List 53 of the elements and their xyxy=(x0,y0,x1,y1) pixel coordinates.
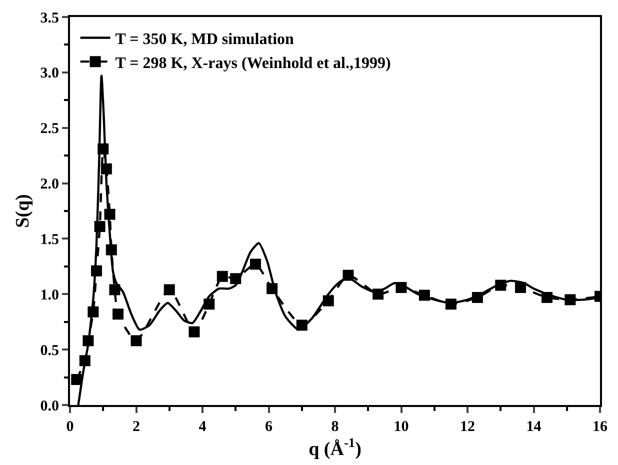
x-tick-label: 6 xyxy=(265,419,273,435)
point xyxy=(109,284,120,296)
x-tick-label: 0 xyxy=(66,419,74,435)
x-tick-label: 10 xyxy=(394,419,409,435)
y-tick-label: 0.0 xyxy=(40,398,59,414)
point xyxy=(79,355,90,366)
point xyxy=(396,282,407,293)
point xyxy=(542,292,552,303)
point xyxy=(296,320,308,331)
y-tick-label: 0.5 xyxy=(40,342,59,359)
x-tick-label: 4 xyxy=(198,419,207,435)
point xyxy=(266,283,278,294)
point xyxy=(98,143,109,154)
point xyxy=(71,374,82,385)
point xyxy=(515,282,526,293)
point xyxy=(495,280,506,291)
y-tick-label: 1.0 xyxy=(40,287,59,304)
point xyxy=(322,295,334,306)
y-tick-label: 2.5 xyxy=(40,121,59,138)
legend-label: T = 298 K, X-rays (Weinhold et al.,1999) xyxy=(115,54,391,72)
y-tick-label: 3.0 xyxy=(40,66,59,82)
point xyxy=(564,294,576,306)
point xyxy=(445,298,456,310)
y-tick-label: 1.5 xyxy=(40,232,59,248)
point xyxy=(250,258,261,270)
point xyxy=(472,292,483,303)
point xyxy=(164,284,175,296)
x-tick-label: 14 xyxy=(526,419,542,435)
point xyxy=(188,326,200,338)
point xyxy=(91,265,102,276)
point xyxy=(88,306,99,318)
point xyxy=(130,335,142,346)
x-tick-label: 2 xyxy=(132,419,140,435)
point xyxy=(112,308,124,320)
point xyxy=(230,273,242,284)
point xyxy=(94,221,106,232)
point xyxy=(82,335,94,346)
point xyxy=(104,208,116,220)
y-axis-title: S(q) xyxy=(12,194,34,228)
point xyxy=(418,290,430,301)
x-tick-label: 12 xyxy=(460,419,475,435)
point xyxy=(204,298,215,310)
y-tick-label: 2.0 xyxy=(40,176,59,193)
point xyxy=(342,270,354,281)
x-axis-title: q (Å$^{-1}$) xyxy=(308,435,362,460)
legend-label: T = 350 K, MD simulation xyxy=(115,31,294,48)
x-tick-label: 16 xyxy=(592,419,608,435)
point xyxy=(216,270,228,282)
point xyxy=(372,288,384,300)
point xyxy=(106,244,117,256)
point xyxy=(100,163,112,174)
x-tick-label: 8 xyxy=(331,419,339,435)
y-tick-label: 3.5 xyxy=(40,10,59,26)
